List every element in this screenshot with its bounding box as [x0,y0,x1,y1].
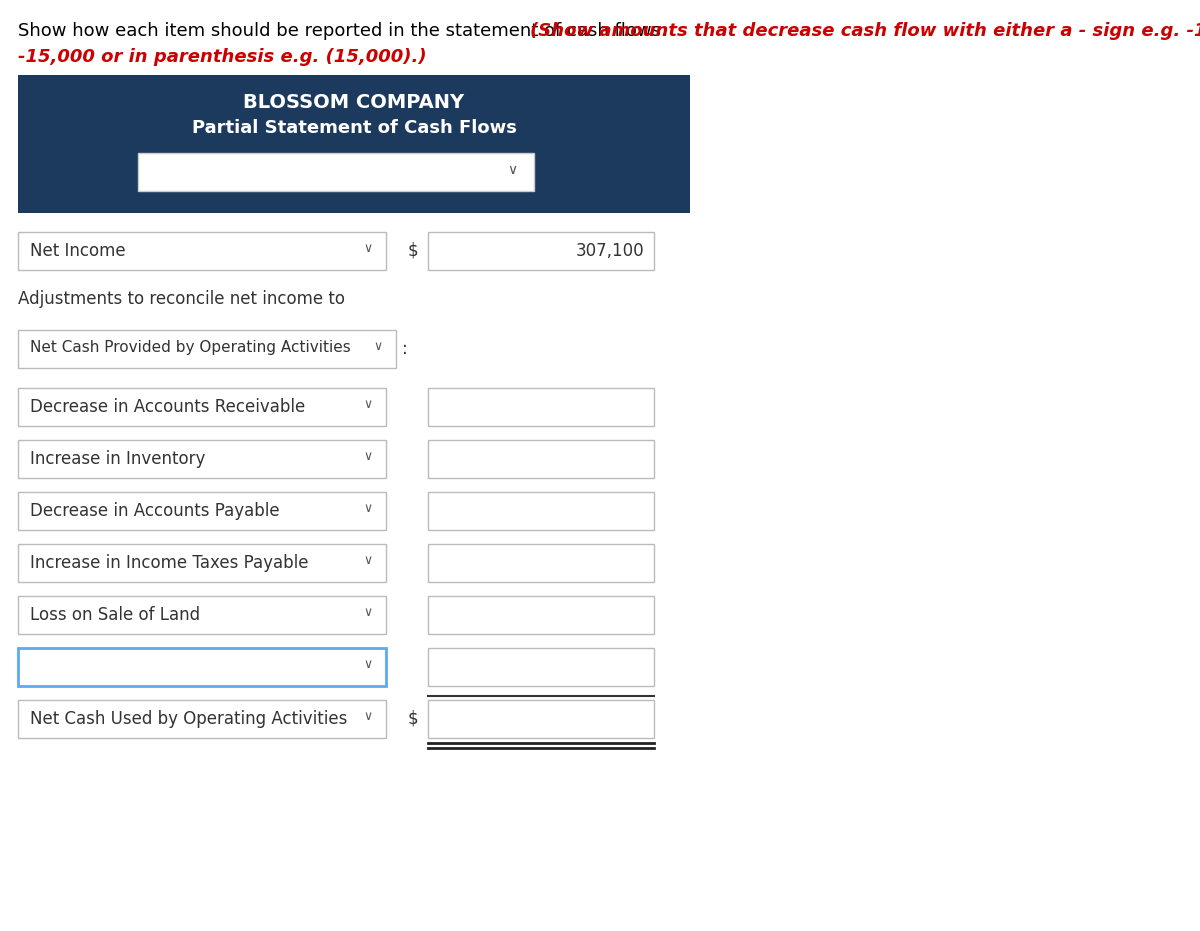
Text: $: $ [408,710,419,728]
Text: ∨: ∨ [364,710,372,723]
Text: ∨: ∨ [364,502,372,515]
Bar [18,596,386,634]
Text: Loss on Sale of Land: Loss on Sale of Land [30,606,200,624]
Bar [18,232,386,270]
Text: ∨: ∨ [364,398,372,411]
Bar [428,388,654,426]
Bar [18,440,386,478]
Bar [18,492,386,530]
Bar [428,648,654,686]
Bar [428,544,654,582]
Text: ∨: ∨ [364,658,372,671]
Bar [18,75,690,213]
Text: Increase in Income Taxes Payable: Increase in Income Taxes Payable [30,554,308,572]
Text: ∨: ∨ [373,340,383,353]
Bar [18,544,386,582]
Text: Decrease in Accounts Receivable: Decrease in Accounts Receivable [30,398,305,416]
Text: Net Cash Provided by Operating Activities: Net Cash Provided by Operating Activitie… [30,340,350,355]
Bar [428,700,654,738]
Text: ∨: ∨ [364,450,372,463]
Text: ∨: ∨ [506,163,517,177]
Text: Decrease in Accounts Payable: Decrease in Accounts Payable [30,502,280,520]
Text: Net Cash Used by Operating Activities: Net Cash Used by Operating Activities [30,710,347,728]
Bar [428,440,654,478]
Text: $: $ [408,242,419,260]
Bar [18,700,386,738]
Text: ∨: ∨ [364,242,372,255]
Bar [428,492,654,530]
Bar [428,596,654,634]
Text: 307,100: 307,100 [575,242,644,260]
Bar [428,232,654,270]
Bar [18,648,386,686]
Text: Show how each item should be reported in the statement of cash flows.: Show how each item should be reported in… [18,22,672,40]
Bar [138,153,534,191]
Text: -15,000 or in parenthesis e.g. (15,000).): -15,000 or in parenthesis e.g. (15,000).… [18,48,427,66]
Text: :: : [402,340,408,358]
Text: ∨: ∨ [364,606,372,619]
Text: Net Income: Net Income [30,242,126,260]
Bar [18,388,386,426]
Text: BLOSSOM COMPANY: BLOSSOM COMPANY [244,93,464,112]
Text: (Show amounts that decrease cash flow with either a - sign e.g. -15,000 or in pa: (Show amounts that decrease cash flow wi… [530,22,1200,40]
Text: Increase in Inventory: Increase in Inventory [30,450,205,468]
Text: Adjustments to reconcile net income to: Adjustments to reconcile net income to [18,290,346,308]
Text: ∨: ∨ [364,554,372,567]
Bar [18,330,396,368]
Text: Partial Statement of Cash Flows: Partial Statement of Cash Flows [192,119,516,137]
